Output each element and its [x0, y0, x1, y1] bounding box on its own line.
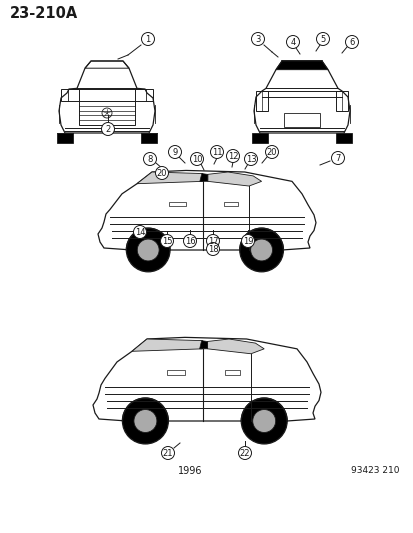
Text: 14: 14	[134, 228, 145, 237]
Text: 20: 20	[266, 148, 277, 157]
Circle shape	[161, 447, 174, 459]
Circle shape	[331, 151, 344, 165]
Text: 19: 19	[242, 237, 253, 246]
Bar	[252, 133, 267, 143]
Text: 1996: 1996	[177, 466, 202, 476]
Circle shape	[101, 123, 114, 135]
Circle shape	[286, 36, 299, 49]
Circle shape	[133, 225, 146, 238]
Polygon shape	[137, 172, 202, 184]
Bar	[335, 91, 347, 111]
Bar	[79, 101, 135, 125]
Text: 16: 16	[184, 237, 195, 246]
Text: 8: 8	[147, 155, 152, 164]
Circle shape	[251, 33, 264, 45]
Bar	[224, 370, 240, 375]
Polygon shape	[199, 341, 207, 349]
Text: 18: 18	[207, 245, 218, 254]
Circle shape	[210, 146, 223, 158]
Text: 5: 5	[320, 35, 325, 44]
Circle shape	[168, 146, 181, 158]
Circle shape	[126, 228, 170, 272]
Bar	[61, 89, 79, 101]
Bar	[169, 201, 185, 206]
Text: 4: 4	[290, 37, 295, 46]
Circle shape	[206, 243, 219, 255]
Bar	[335, 133, 351, 143]
Circle shape	[160, 235, 173, 247]
Circle shape	[244, 152, 257, 166]
Text: 15: 15	[161, 237, 172, 246]
Bar	[223, 201, 238, 206]
Polygon shape	[207, 172, 261, 186]
Text: 3: 3	[255, 35, 260, 44]
Circle shape	[133, 409, 157, 432]
Circle shape	[143, 152, 156, 166]
Polygon shape	[275, 61, 327, 70]
Bar	[283, 113, 319, 127]
Polygon shape	[199, 174, 207, 181]
Bar	[57, 133, 73, 143]
Text: 2: 2	[105, 125, 110, 133]
Circle shape	[190, 152, 203, 166]
Circle shape	[241, 398, 287, 444]
Bar	[135, 89, 153, 101]
Circle shape	[250, 239, 272, 261]
Circle shape	[345, 36, 358, 49]
Polygon shape	[132, 339, 202, 351]
Circle shape	[239, 228, 283, 272]
Text: 11: 11	[211, 148, 222, 157]
Text: 10: 10	[191, 155, 202, 164]
Text: 20: 20	[157, 168, 167, 177]
Bar	[141, 133, 157, 143]
Text: 17: 17	[207, 237, 218, 246]
Text: 13: 13	[245, 155, 256, 164]
Circle shape	[316, 33, 329, 45]
Circle shape	[265, 146, 278, 158]
Text: 22: 22	[239, 448, 249, 457]
Circle shape	[238, 447, 251, 459]
Bar	[255, 91, 267, 111]
Circle shape	[241, 235, 254, 247]
Circle shape	[122, 398, 168, 444]
Text: 1: 1	[145, 35, 150, 44]
Text: 21: 21	[162, 448, 173, 457]
Circle shape	[252, 409, 275, 432]
Text: 93423 210: 93423 210	[351, 466, 399, 475]
Circle shape	[137, 239, 159, 261]
Text: 23-210A: 23-210A	[10, 6, 78, 21]
Text: 7: 7	[335, 154, 340, 163]
Circle shape	[141, 33, 154, 45]
Circle shape	[155, 166, 168, 180]
Text: 12: 12	[227, 151, 237, 160]
Text: 6: 6	[349, 37, 354, 46]
Circle shape	[183, 235, 196, 247]
Polygon shape	[207, 339, 263, 354]
Text: 9: 9	[172, 148, 177, 157]
Circle shape	[226, 149, 239, 163]
Circle shape	[206, 235, 219, 247]
Bar	[167, 370, 185, 375]
